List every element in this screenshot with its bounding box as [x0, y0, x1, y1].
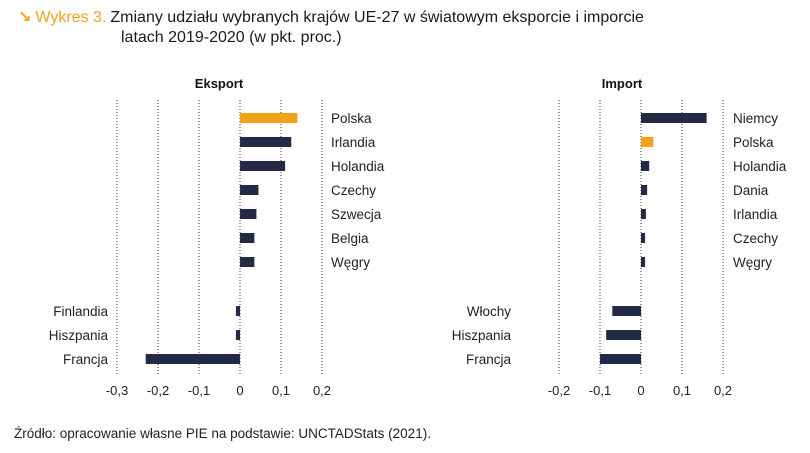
figure-title-line1: Zmiany udziału wybranych krajów UE-27 w … [110, 9, 644, 26]
eksport-category-label: Belgia [331, 231, 369, 246]
import-bar [641, 233, 646, 243]
arrow-down-right-icon: ↘ [18, 9, 32, 26]
eksport-tick-label: -0,1 [188, 383, 210, 398]
import-category-label: Dania [733, 183, 769, 198]
eksport-bar [240, 233, 255, 243]
eksport-category-label: Czechy [331, 183, 376, 198]
eksport-category-label: Polska [331, 111, 372, 126]
import-bar [641, 161, 650, 171]
import-tick-label: -0,1 [589, 383, 611, 398]
import-bar [641, 257, 646, 267]
import-category-label: Holandia [733, 159, 787, 174]
eksport-category-label: Szwecja [331, 207, 382, 222]
eksport-bar [240, 257, 255, 267]
import-tick-label: 0 [637, 383, 644, 398]
import-category-label: Irlandia [733, 207, 778, 222]
eksport-category-label: Holandia [331, 159, 385, 174]
eksport-tick-label: -0,3 [106, 383, 128, 398]
eksport-tick-label: 0 [236, 383, 243, 398]
eksport-tick-label: 0,2 [313, 383, 331, 398]
eksport-category-label: Francja [63, 352, 109, 367]
eksport-bar [145, 354, 240, 364]
eksport-bar [240, 113, 298, 123]
import-category-label: Węgry [733, 255, 772, 270]
eksport-category-label: Irlandia [331, 135, 376, 150]
import-category-label: Włochy [467, 304, 512, 319]
eksport-category-label: Finlandia [53, 304, 108, 319]
import-tick-label: -0,2 [548, 383, 570, 398]
eksport-bar [235, 330, 240, 340]
import-panel-title: Import [602, 76, 643, 91]
import-bar [641, 137, 654, 147]
import-category-label: Czechy [733, 231, 778, 246]
import-bar [641, 185, 648, 195]
import-tick-label: 0,1 [673, 383, 691, 398]
import-category-label: Polska [733, 135, 774, 150]
figure-title-line2: latach 2019-2020 (w pkt. proc.) [121, 29, 342, 46]
eksport-tick-label: 0,1 [272, 383, 290, 398]
import-bar [606, 330, 641, 340]
eksport-bar [240, 137, 292, 147]
import-category-label: Hiszpania [452, 328, 512, 343]
eksport-bar [240, 209, 257, 219]
figure-label: Wykres 3. [35, 9, 107, 26]
import-bar [612, 306, 641, 316]
eksport-category-label: Hiszpania [49, 328, 109, 343]
import-tick-label: 0,2 [714, 383, 732, 398]
eksport-category-label: Węgry [331, 255, 370, 270]
import-bar [641, 209, 646, 219]
source-note: Źródło: opracowanie własne PIE na podsta… [14, 426, 431, 441]
chart-title-block: ↘ Wykres 3. Zmiany udziału wybranych krajó… [18, 8, 798, 48]
eksport-bar [240, 161, 286, 171]
eksport-bar [235, 306, 240, 316]
eksport-bar [240, 185, 259, 195]
import-category-label: Niemcy [733, 111, 778, 126]
import-bar [600, 354, 641, 364]
eksport-panel-title: Eksport [195, 76, 244, 91]
import-category-label: Francja [466, 352, 512, 367]
import-bar [641, 113, 707, 123]
eksport-tick-label: -0,2 [147, 383, 169, 398]
